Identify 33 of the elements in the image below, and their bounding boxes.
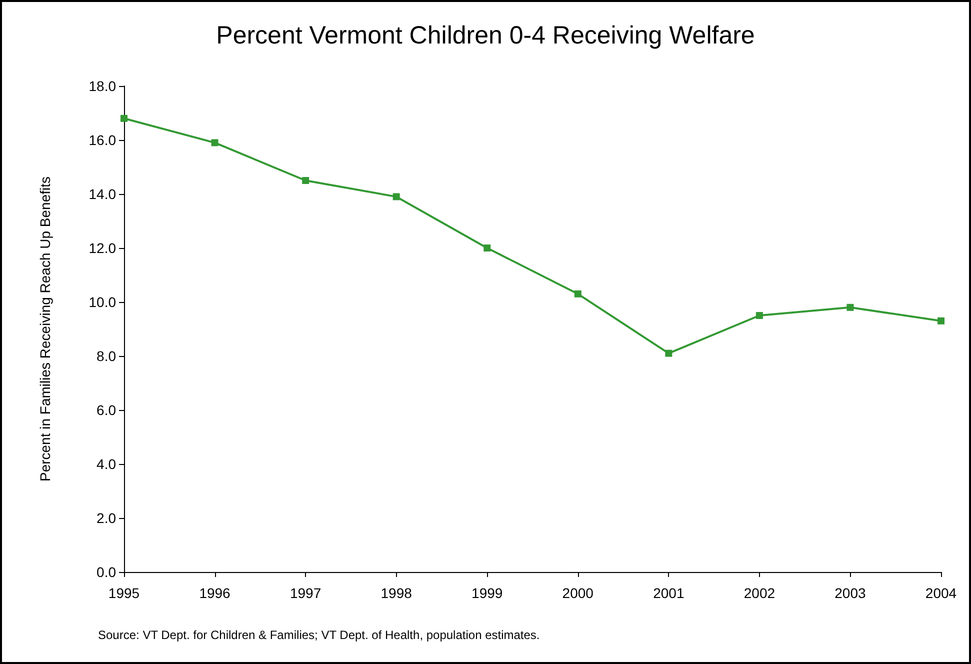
y-tick-label: 16.0 xyxy=(88,132,116,148)
point xyxy=(302,177,310,184)
point xyxy=(211,139,218,146)
x-tick-label: 2001 xyxy=(653,585,684,601)
point xyxy=(574,290,582,298)
y-tick-label: 2.0 xyxy=(96,510,116,526)
y-tick-label: 6.0 xyxy=(96,402,116,418)
y-tick-label: 12.0 xyxy=(88,240,116,256)
point xyxy=(846,304,854,311)
point xyxy=(756,312,763,319)
x-tick-label: 1996 xyxy=(199,585,231,601)
y-tick-label: 8.0 xyxy=(96,348,116,364)
source-note: Source: VT Dept. for Children & Families; VT Dept. of Health, population estimates. xyxy=(98,628,540,642)
point xyxy=(392,193,400,200)
x-tick-label: 1997 xyxy=(290,585,322,601)
chart-title: Percent Vermont Children 0-4 Receiving Welfare xyxy=(216,22,755,50)
point xyxy=(484,244,491,252)
y-tick-label: 18.0 xyxy=(88,78,116,94)
point xyxy=(120,114,128,122)
y-tick-label: 4.0 xyxy=(96,456,116,472)
x-tick-label: 1995 xyxy=(108,585,140,601)
point xyxy=(938,317,944,324)
y-tick-label: 0.0 xyxy=(96,564,116,580)
x-tick-label: 2000 xyxy=(562,585,594,601)
x-tick-label: 2002 xyxy=(744,585,776,601)
x-tick-label: 2004 xyxy=(925,585,957,601)
y-tick-label: 14.0 xyxy=(88,186,116,202)
y-axis-title: Percent in Families Receiving Reach Up Benefits xyxy=(37,176,53,482)
y-tick-label: 10.0 xyxy=(88,294,116,310)
x-tick-label: 1999 xyxy=(472,585,503,601)
point xyxy=(665,350,672,357)
x-tick-label: 2003 xyxy=(834,585,866,601)
x-tick-label: 1998 xyxy=(380,585,412,601)
